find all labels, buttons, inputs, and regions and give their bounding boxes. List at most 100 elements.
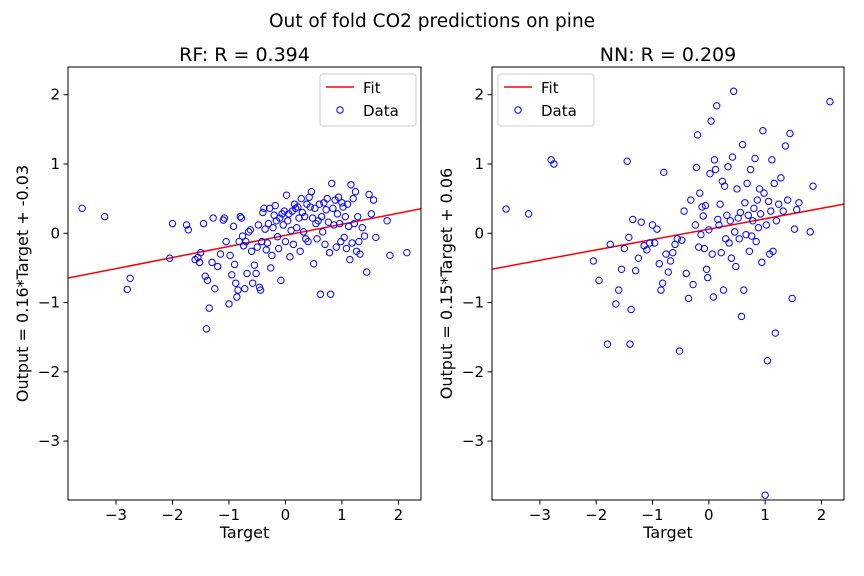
rf-data-point	[229, 222, 238, 231]
rf-data-point	[209, 214, 217, 222]
rf-data-point	[225, 300, 233, 308]
rf-data-point	[340, 233, 348, 242]
nn-legend-data-swatch	[514, 106, 522, 114]
nn-data-point	[658, 279, 667, 287]
rf-data-point	[262, 246, 270, 254]
nn-data-point	[783, 196, 792, 204]
rf-data-point	[199, 219, 208, 228]
rf-data-point	[268, 251, 276, 260]
rf-data-point	[363, 268, 371, 276]
rf-data-point	[253, 243, 261, 251]
nn-data-point	[626, 340, 634, 348]
rf-x-tick-label: −2	[161, 506, 183, 524]
nn-data-point	[617, 265, 626, 273]
rf-data-point	[349, 194, 357, 203]
nn-data-point	[691, 221, 700, 229]
rf-x-tick-label: −3	[105, 506, 127, 524]
nn-data-point	[655, 260, 663, 268]
nn-data-point	[724, 163, 732, 171]
nn-x-tick-label: 1	[760, 506, 770, 524]
nn-data-point	[550, 160, 558, 168]
rf-data-point	[242, 237, 250, 246]
nn-subplot: NN: R = 0.209 −3 −2 −1 0 1 2 −3 −2 −1 0 1 2 Target Out…	[437, 44, 845, 542]
rf-data-point	[274, 244, 283, 253]
nn-data-point	[732, 262, 740, 271]
nn-data-point	[699, 212, 707, 220]
nn-data-point	[709, 293, 718, 301]
rf-data-point	[338, 199, 346, 207]
rf-data-point	[304, 237, 312, 246]
nn-data-point	[727, 254, 736, 262]
nn-data-point	[714, 215, 722, 224]
nn-data-point	[693, 131, 702, 139]
nn-data-point	[631, 266, 640, 275]
rf-data-point	[248, 279, 257, 287]
nn-data-point	[698, 203, 706, 211]
rf-data-point	[236, 212, 244, 221]
nn-data-point	[788, 294, 796, 303]
nn-data-point	[790, 225, 799, 233]
rf-plot-title: RF: R = 0.394	[179, 44, 310, 66]
nn-data-point	[502, 205, 510, 213]
rf-data-point	[342, 244, 351, 253]
rf-data-point	[205, 304, 213, 312]
nn-data-point	[749, 217, 757, 225]
nn-data-point	[651, 239, 659, 247]
rf-data-point	[289, 240, 298, 249]
nn-y-tick-label: −1	[462, 294, 484, 312]
rf-data-point	[279, 221, 287, 229]
nn-axes-frame	[491, 66, 845, 501]
rf-subplot: RF: R = 0.394 −3 −2 −1 0 1 2 −3 −2 −1 0 1 2 Target Out…	[13, 44, 422, 542]
nn-x-tick-label: 2	[817, 506, 827, 524]
nn-data-point	[751, 154, 759, 163]
nn-data-point	[741, 199, 749, 207]
rf-data-point	[273, 233, 282, 241]
nn-data-point	[806, 228, 814, 236]
nn-data-point	[662, 250, 670, 258]
rf-data-point	[372, 233, 380, 242]
nn-data-point	[752, 237, 760, 246]
rf-x-tick-label: −1	[218, 506, 240, 524]
rf-y-tick-label: −3	[38, 432, 60, 450]
nn-x-tick-label: −3	[529, 506, 551, 524]
rf-data-point	[307, 188, 316, 196]
rf-data-point	[184, 226, 193, 234]
rf-data-point	[319, 228, 327, 236]
nn-data-point	[755, 185, 764, 193]
nn-data-point	[648, 221, 657, 229]
rf-data-point	[258, 237, 266, 246]
rf-data-point	[330, 221, 338, 229]
nn-data-point	[763, 357, 772, 365]
nn-data-point	[623, 157, 631, 165]
rf-data-point	[297, 194, 305, 203]
rf-data-point	[329, 204, 337, 213]
rf-data-point	[263, 239, 272, 247]
nn-data-point	[720, 182, 729, 190]
rf-data-point	[326, 290, 335, 298]
rf-y-axis-label: Output = 0.16*Target + -0.03	[13, 165, 32, 402]
rf-data-point	[296, 247, 304, 255]
rf-data-point	[245, 228, 253, 236]
nn-data-point	[723, 211, 731, 219]
rf-data-point	[182, 221, 191, 229]
nn-data-point	[708, 250, 716, 258]
nn-data-point	[779, 207, 787, 215]
nn-data-point	[704, 273, 712, 282]
rf-data-point	[367, 210, 375, 218]
rf-x-tick-label: 1	[337, 506, 347, 524]
rf-data-point	[238, 232, 247, 240]
nn-legend: Fit Data	[497, 73, 595, 127]
rf-data-point	[252, 269, 260, 278]
nn-y-axis-label: Output = 0.15*Target + 0.06	[437, 168, 456, 399]
rf-data-point	[269, 224, 277, 232]
rf-data-point	[334, 193, 343, 201]
nn-x-axis-label: Target	[642, 523, 693, 542]
rf-y-tick-label: 0	[50, 224, 60, 242]
nn-x-tick-label: −1	[641, 506, 663, 524]
rf-x-tick-label: 2	[394, 506, 404, 524]
rf-data-point	[260, 204, 268, 213]
rf-data-point	[246, 226, 255, 234]
nn-x-tick-label: 0	[704, 506, 714, 524]
nn-data-point	[777, 174, 785, 182]
